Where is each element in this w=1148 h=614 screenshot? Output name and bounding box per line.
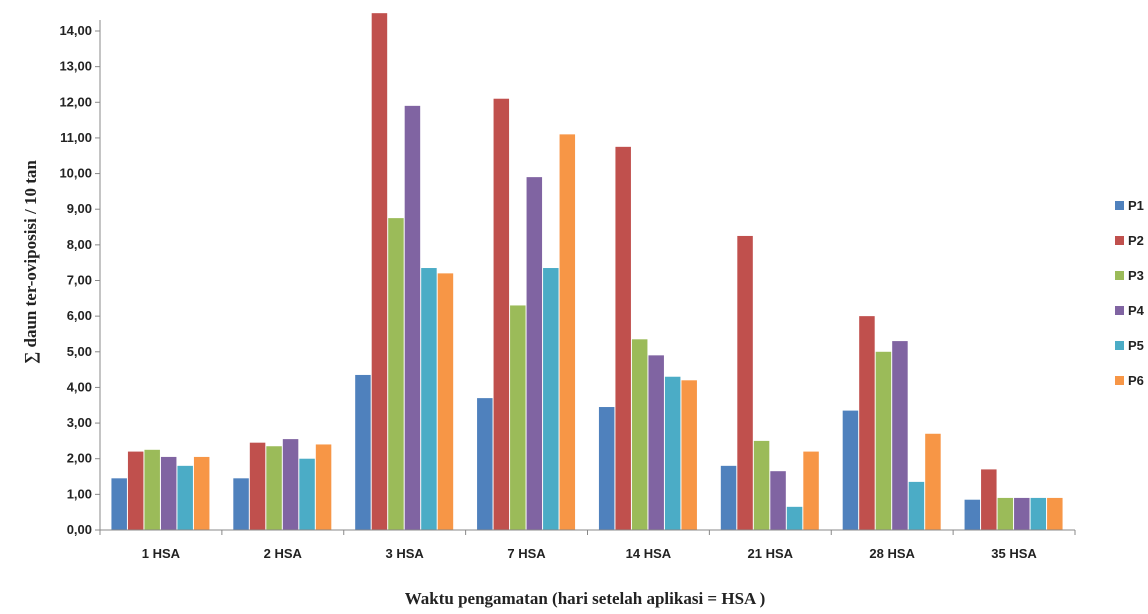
bar-p3 xyxy=(875,351,892,530)
x-axis-category-labels: 1 HSA 2 HSA 3 HSA 7 HSA 14 HSA 21 HSA 28 HSA 35… xyxy=(99,530,1076,561)
bar-p1 xyxy=(842,410,859,530)
y-tick-label: 9,00 xyxy=(67,201,92,216)
bar-p6 xyxy=(681,380,697,530)
bar-p6 xyxy=(1047,497,1063,530)
legend-label-p4: P4 xyxy=(1128,303,1145,318)
y-tick-label: 13,00 xyxy=(59,59,92,74)
legend-swatch-p5 xyxy=(1115,341,1124,350)
y-tick-label: 5,00 xyxy=(67,344,92,359)
bar-p4 xyxy=(892,341,908,530)
y-tick-label: 12,00 xyxy=(59,94,92,109)
x-axis-title: Waktu pengamatan (hari setelah aplikasi … xyxy=(405,589,766,608)
y-tick-label: 11,00 xyxy=(60,130,92,145)
y-tick-label: 10,00 xyxy=(59,166,92,181)
bar-p1 xyxy=(964,499,981,530)
bar-p4 xyxy=(404,105,421,530)
y-tick-label: 7,00 xyxy=(67,273,92,288)
bar-p2 xyxy=(493,98,510,530)
legend-label-p3: P3 xyxy=(1128,268,1144,283)
legend-swatch-p4 xyxy=(1115,306,1124,315)
bar-p3 xyxy=(144,449,160,530)
bar-p5 xyxy=(543,268,559,530)
x-category-label: 14 HSA xyxy=(626,546,672,561)
bar-p1 xyxy=(477,398,493,530)
bar-p5 xyxy=(421,268,437,530)
legend-swatch-p6 xyxy=(1115,376,1124,385)
y-tick-label: 6,00 xyxy=(67,308,92,323)
bar-p1 xyxy=(720,465,737,530)
bar-p5 xyxy=(1030,497,1047,530)
y-tick-label: 3,00 xyxy=(67,415,92,430)
legend-label-p6: P6 xyxy=(1128,373,1144,388)
y-tick-label: 4,00 xyxy=(67,379,92,394)
bar-p3 xyxy=(510,305,526,530)
y-tick-label: 8,00 xyxy=(67,237,92,252)
x-category-label: 1 HSA xyxy=(142,546,181,561)
legend-swatch-p3 xyxy=(1115,271,1124,280)
bar-p6 xyxy=(925,433,941,530)
legend-swatch-p1 xyxy=(1115,201,1124,210)
bar-p2 xyxy=(615,146,631,530)
x-category-label: 21 HSA xyxy=(748,546,794,561)
bar-p2 xyxy=(371,13,388,530)
y-tick-label: 2,00 xyxy=(67,451,92,466)
x-category-label: 7 HSA xyxy=(507,546,546,561)
legend-label-p2: P2 xyxy=(1128,233,1144,248)
x-category-label: 28 HSA xyxy=(869,546,915,561)
y-axis-title: ∑ daun ter-oviposisi / 10 tan xyxy=(21,160,40,364)
bar-p2 xyxy=(249,442,266,530)
bar-p5 xyxy=(786,506,803,530)
y-tick-label: 14,00 xyxy=(59,23,92,38)
bar-p6 xyxy=(315,444,332,530)
legend-swatch-p2 xyxy=(1115,236,1124,245)
bar-p3 xyxy=(753,440,770,530)
bar-p3 xyxy=(997,497,1014,530)
bar-p3 xyxy=(388,218,404,530)
bar-p6 xyxy=(437,273,454,530)
bar-p6 xyxy=(193,456,210,530)
bar-p1 xyxy=(111,478,127,530)
bar-p4 xyxy=(648,355,664,530)
bar-p5 xyxy=(177,465,193,530)
bar-p2 xyxy=(127,451,144,530)
bar-p5 xyxy=(299,458,315,530)
x-category-label: 3 HSA xyxy=(386,546,425,561)
y-axis-ticks: 0,00 1,00 2,00 3,00 4,00 5,00 6,00 7,00 8,00 9,00… xyxy=(59,23,100,537)
bar-p6 xyxy=(559,134,576,530)
bar-p5 xyxy=(664,376,681,530)
bar-p1 xyxy=(355,374,371,530)
legend-label-p5: P5 xyxy=(1128,338,1144,353)
x-category-label: 2 HSA xyxy=(264,546,303,561)
bar-p2 xyxy=(859,316,875,530)
y-tick-label: 0,00 xyxy=(67,522,92,537)
bars xyxy=(111,13,1063,531)
legend-label-p1: P1 xyxy=(1128,198,1144,213)
y-tick-label: 1,00 xyxy=(67,486,92,501)
bar-p2 xyxy=(981,469,997,530)
bar-p4 xyxy=(1014,497,1030,530)
bar-p4 xyxy=(282,439,299,530)
bar-p2 xyxy=(737,235,753,531)
bar-p4 xyxy=(770,471,786,530)
bar-p1 xyxy=(598,407,615,530)
bar-p3 xyxy=(631,339,648,530)
bar-p6 xyxy=(803,451,819,530)
bar-p4 xyxy=(526,177,543,530)
bar-p4 xyxy=(160,456,177,530)
x-category-label: 35 HSA xyxy=(991,546,1037,561)
bar-p3 xyxy=(266,446,282,530)
bar-p1 xyxy=(233,478,249,530)
legend: P1 P2 P3 P4 P5 P6 xyxy=(1115,198,1145,388)
bar-p5 xyxy=(908,481,925,530)
